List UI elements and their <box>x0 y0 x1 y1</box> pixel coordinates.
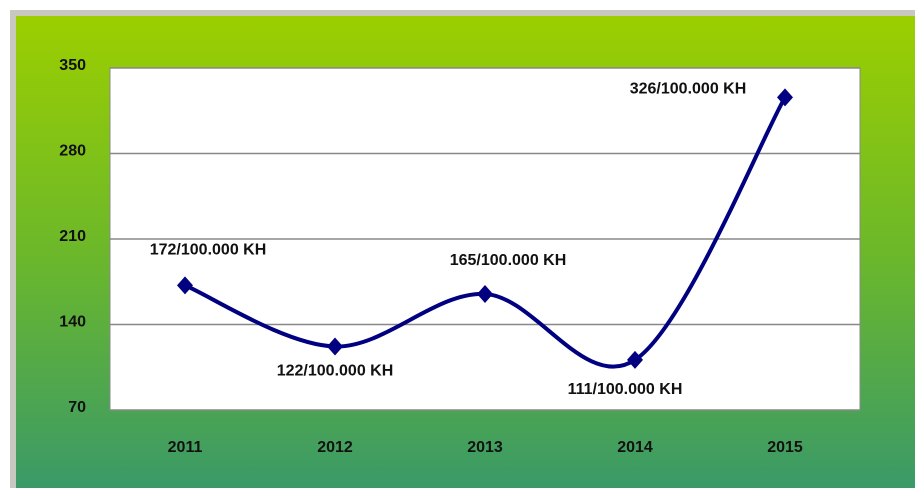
marker <box>327 337 343 356</box>
line <box>184 96 787 369</box>
x-tick-label: 2011 <box>168 439 203 456</box>
data-label: 122/100.000 KH <box>277 363 394 380</box>
x-tick-label: 2012 <box>317 439 353 456</box>
data-label: 326/100.000 KH <box>630 81 747 98</box>
y-tick-label: 210 <box>59 228 86 245</box>
y-tick-label: 70 <box>68 399 86 416</box>
data-label: 172/100.000 KH <box>150 242 267 259</box>
y-tick-label: 140 <box>59 314 86 331</box>
marker <box>177 276 193 295</box>
marker <box>477 284 493 303</box>
marker <box>777 88 793 107</box>
x-tick-label: 2014 <box>617 439 653 456</box>
x-tick-label: 2013 <box>467 439 503 456</box>
y-tick-label: 350 <box>59 57 86 74</box>
data-label: 165/100.000 KH <box>450 252 567 269</box>
data-label: 111/100.000 KH <box>568 381 683 398</box>
marker <box>627 350 643 369</box>
y-tick-label: 280 <box>59 143 86 160</box>
x-tick-label: 2015 <box>767 439 803 456</box>
